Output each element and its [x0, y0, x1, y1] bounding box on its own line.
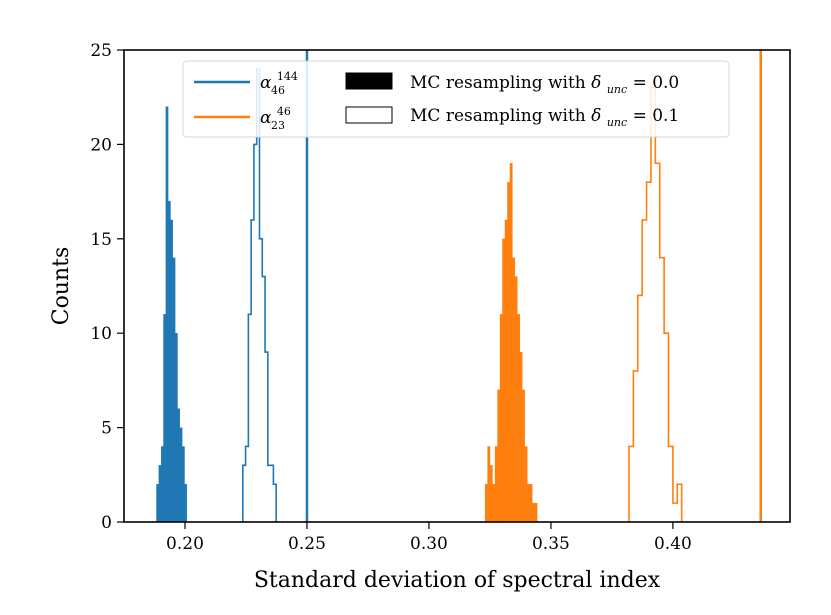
hist-bar-0-5 [168, 200, 171, 523]
y-tick-label-3: 15 [90, 230, 112, 250]
legend-alpha-symbol: α [260, 73, 272, 93]
legend-delta-sub: unc [607, 83, 627, 96]
hist-bar-0-9 [177, 408, 181, 523]
legend: α 144 46 α 46 23 MC resampling with δ un… [182, 60, 730, 138]
legend-mc-suffix: = 0.1 [633, 106, 680, 126]
hist-bar-2-8 [504, 219, 508, 523]
y-tick-label-2: 10 [90, 324, 112, 344]
hist-step-series-3 [628, 86, 683, 522]
legend-alpha-sub: 23 [271, 119, 285, 132]
legend-patch-filled [345, 72, 393, 90]
axes: 0.20 0.25 0.30 0.35 0.40 0 5 10 15 20 25 [90, 41, 791, 554]
hist-bar-2-12 [514, 276, 518, 523]
hist-bar-0-11 [182, 446, 185, 523]
hist-bar-2-0 [484, 484, 488, 523]
x-axis-title: Standard deviation of spectral index [254, 568, 661, 593]
hist-bar-2-1 [487, 446, 491, 523]
hist-bar-2-18 [529, 484, 533, 523]
hist-bar-2-11 [512, 257, 516, 523]
legend-alpha-symbol: α [260, 108, 272, 128]
axes-frame [123, 49, 791, 523]
x-tick-label-1: 0.25 [288, 534, 326, 554]
legend-delta-sub: unc [607, 116, 627, 129]
hist-bar-0-12 [184, 484, 188, 523]
legend-frame [182, 60, 730, 138]
hist-bar-2-3 [492, 484, 496, 523]
legend-delta-symbol: δ [591, 106, 601, 126]
hist-bar-0-7 [172, 257, 176, 523]
hist-bar-0-4 [165, 106, 169, 523]
y-tick-label-0: 0 [101, 513, 112, 533]
x-tick-label-2: 0.30 [410, 534, 448, 554]
y-tick-label-5: 25 [90, 41, 112, 61]
legend-alpha-sup: 144 [277, 70, 298, 83]
hist-bar-2-4 [494, 446, 498, 523]
hist-bar-2-2 [489, 465, 493, 523]
hist-bar-0-8 [175, 333, 178, 523]
x-tick-label-0: 0.20 [166, 534, 204, 554]
y-tick-label-4: 20 [90, 135, 112, 155]
x-tick-label-3: 0.35 [532, 534, 570, 554]
hist-bar-2-15 [522, 389, 526, 523]
y-axis-title: Counts [49, 247, 74, 326]
x-tick-label-4: 0.40 [654, 534, 692, 554]
hist-bar-0-0 [156, 484, 159, 523]
hist-bar-2-16 [524, 446, 528, 523]
legend-label-alpha-23-46: α 46 23 [260, 100, 296, 132]
plot-area [156, 50, 762, 523]
legend-mc-prefix: MC resampling with [410, 73, 591, 93]
y-tick-label-1: 5 [101, 419, 112, 439]
hist-bar-2-14 [519, 351, 523, 523]
hist-bar-2-13 [517, 314, 521, 523]
hist-bar-2-6 [499, 314, 503, 523]
legend-mc-prefix: MC resampling with [410, 106, 591, 126]
legend-alpha-sup: 46 [277, 105, 291, 118]
hist-bar-2-17 [527, 484, 530, 523]
hist-bar-0-2 [160, 446, 164, 523]
hist-bar-2-5 [497, 389, 501, 523]
hist-bar-0-1 [158, 465, 162, 523]
hist-bar-2-9 [507, 182, 511, 523]
hist-bar-0-6 [170, 219, 173, 523]
hist-bar-2-7 [502, 238, 506, 523]
legend-alpha-sub: 46 [271, 84, 285, 97]
hist-bar-0-3 [163, 314, 166, 523]
legend-patch-empty [345, 106, 393, 124]
hist-bar-2-10 [509, 163, 513, 523]
legend-label-mc-01: MC resampling with δ unc = 0.1 [410, 106, 679, 131]
hist-bar-0-10 [179, 427, 183, 523]
legend-label-alpha-46-144: α 144 46 [260, 65, 303, 97]
hist-bar-2-20 [534, 502, 538, 523]
legend-label-mc-00: MC resampling with δ unc = 0.0 [410, 73, 679, 98]
legend-mc-suffix: = 0.0 [633, 73, 680, 93]
hist-bar-2-19 [532, 502, 535, 523]
legend-delta-symbol: δ [591, 73, 601, 93]
